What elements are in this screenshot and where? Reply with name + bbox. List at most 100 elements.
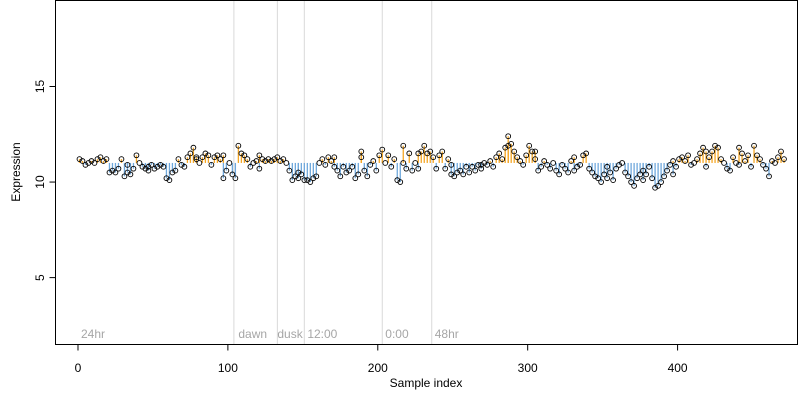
data-point-47: [217, 156, 224, 162]
data-point-118: [430, 154, 437, 161]
data-point-37: [187, 150, 194, 157]
data-point-43: [205, 152, 212, 159]
data-point-20: [136, 160, 143, 166]
data-point-146: [514, 154, 521, 161]
data-point-220: [736, 144, 742, 151]
data-point-132: [472, 167, 479, 174]
y-tick-label-2: 15: [33, 80, 47, 94]
y-axis: 5 10 15: [33, 80, 56, 281]
data-point-241: [295, 169, 302, 176]
data-point-15: [121, 173, 128, 180]
data-point-153: [535, 167, 542, 174]
data-point-66: [274, 154, 281, 161]
x-axis: 0 100 200 300 400: [75, 344, 688, 375]
data-point-226: [754, 152, 760, 159]
data-point-222: [742, 158, 748, 164]
data-point-81: [319, 156, 326, 162]
data-point-77: [307, 179, 314, 185]
data-point-57: [247, 163, 254, 170]
data-point-137: [487, 158, 494, 164]
data-point-40: [196, 160, 203, 166]
data-point-75: [301, 177, 308, 183]
data-point-86: [334, 167, 341, 174]
data-point-235: [781, 156, 787, 162]
y-tick-label-0: 5: [33, 274, 47, 281]
data-point-167: [577, 162, 583, 168]
data-point-41: [199, 154, 206, 161]
data-point-51: [229, 171, 236, 178]
annotation-label-4: 0:00: [385, 327, 409, 341]
data-point-68: [280, 156, 287, 162]
data-point-221: [739, 150, 745, 157]
data-point-178: [610, 177, 616, 183]
data-point-170: [586, 165, 592, 172]
data-point-56: [244, 156, 251, 162]
data-point-1: [79, 158, 86, 164]
data-point-35: [181, 163, 188, 170]
data-point-154: [538, 163, 545, 170]
data-point-179: [613, 165, 619, 172]
data-point-94: [358, 148, 365, 155]
data-point-32: [172, 167, 179, 174]
data-point-91: [349, 163, 356, 170]
data-point-136: [484, 162, 491, 168]
data-point-73: [295, 175, 302, 182]
data-point-33: [175, 156, 182, 162]
x-axis-label: Sample index: [390, 376, 463, 390]
data-point-194: [658, 179, 664, 185]
x-tick-label-2: 200: [368, 361, 388, 375]
data-point-117: [427, 148, 434, 155]
data-point-53: [235, 142, 242, 149]
data-point-12: [112, 169, 119, 176]
data-point-157: [547, 165, 554, 172]
data-point-98: [370, 158, 377, 164]
data-point-148: [520, 162, 527, 168]
data-point-175: [601, 171, 607, 178]
data-point-152: [532, 156, 539, 162]
data-point-151: [529, 148, 536, 155]
data-point-210: [706, 154, 712, 161]
data-point-182: [622, 169, 628, 176]
data-point-225: [751, 142, 757, 149]
data-point-60: [256, 165, 263, 172]
data-point-209: [703, 163, 709, 170]
data-point-195: [661, 173, 667, 180]
data-point-161: [559, 162, 566, 168]
data-point-129: [463, 163, 470, 170]
data-point-198: [670, 171, 676, 178]
data-point-160: [556, 171, 563, 178]
data-point-197: [667, 162, 673, 168]
data-point-250: [571, 154, 578, 161]
data-point-203: [685, 152, 691, 159]
data-point-236: [124, 162, 131, 168]
data-point-223: [745, 152, 751, 159]
data-point-36: [184, 154, 191, 161]
annotation-labels: 24hr dawn dusk 12:00 0:00 48hr: [81, 327, 459, 341]
data-point-38: [190, 144, 197, 151]
data-point-103: [385, 152, 392, 159]
data-point-59: [253, 158, 260, 164]
data-point-96: [364, 173, 371, 180]
plot-frame: [55, 0, 798, 345]
data-point-187: [637, 171, 643, 178]
data-point-163: [565, 169, 572, 176]
data-point-177: [607, 169, 613, 176]
data-point-140: [496, 150, 503, 157]
data-point-102: [382, 160, 389, 166]
data-point-87: [337, 173, 344, 180]
data-point-111: [409, 167, 416, 174]
data-point-79: [313, 173, 320, 180]
y-tick-label-1: 10: [33, 175, 47, 189]
data-point-164: [568, 158, 575, 164]
data-point-165: [571, 167, 578, 174]
data-point-211: [709, 148, 715, 155]
data-point-201: [679, 154, 685, 161]
data-point-230: [766, 173, 772, 180]
data-point-84: [328, 158, 335, 164]
data-point-189: [643, 171, 649, 178]
data-point-92: [352, 175, 359, 182]
data-point-109: [403, 165, 410, 172]
x-tick-label-4: 400: [668, 361, 688, 375]
data-point-143: [505, 133, 512, 140]
